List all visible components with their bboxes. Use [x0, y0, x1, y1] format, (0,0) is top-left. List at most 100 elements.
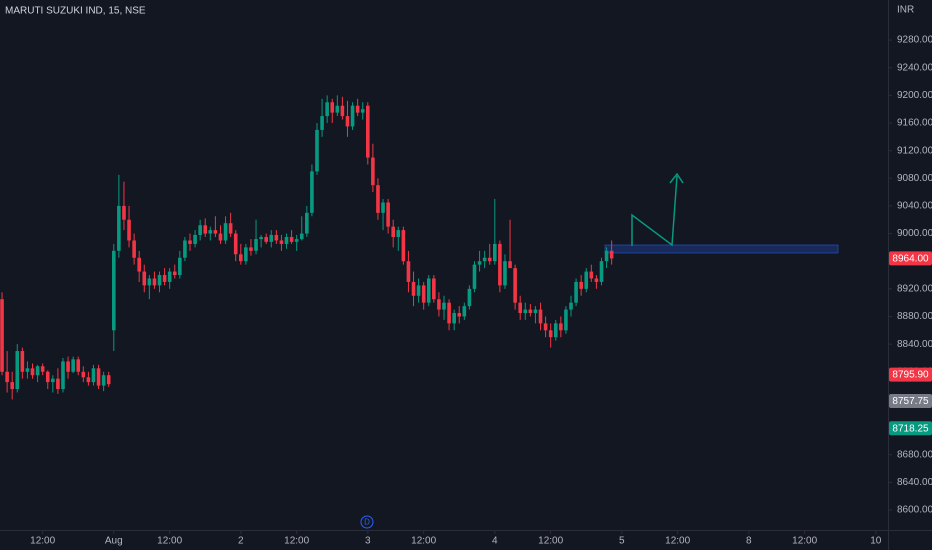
y-tick-label: 8680.00: [897, 449, 932, 460]
candle-body: [396, 230, 401, 238]
y-tick-label: 9240.00: [897, 62, 932, 73]
x-tick-label: 12:00: [157, 536, 182, 547]
candle-body: [198, 225, 202, 235]
event-label[interactable]: D: [364, 518, 370, 527]
candle-body: [249, 247, 253, 251]
candle-body: [437, 299, 441, 310]
candle-body: [599, 261, 604, 282]
candle-body: [137, 257, 141, 272]
candle-body: [452, 313, 456, 324]
candle-body: [523, 309, 528, 314]
price-label-box: [889, 393, 932, 408]
candle-body: [264, 237, 268, 242]
candle-body: [416, 285, 421, 296]
candle-body: [538, 309, 543, 324]
candle-body: [528, 309, 533, 314]
candle-body: [553, 323, 558, 338]
y-tick-label: 9000.00: [897, 228, 932, 239]
candle-body: [493, 243, 497, 262]
candle-body: [0, 299, 4, 372]
candle-body: [81, 371, 86, 378]
candle-body: [548, 330, 553, 338]
currency-label: INR: [897, 5, 914, 16]
candle-body: [213, 230, 218, 234]
candle-body: [152, 278, 157, 286]
candle-body: [360, 109, 365, 113]
candle-body: [340, 105, 345, 117]
candle-body: [71, 359, 75, 372]
x-tick-label: 12:00: [411, 536, 436, 547]
candle-body: [299, 233, 304, 240]
candle-body: [320, 116, 324, 130]
candle-body: [66, 361, 70, 372]
x-tick-label: 3: [365, 536, 371, 547]
candle-body: [142, 271, 147, 286]
candle-body: [325, 102, 329, 117]
candle-body: [350, 105, 355, 127]
y-tick-label: 9080.00: [897, 173, 932, 184]
candle-body: [401, 230, 406, 262]
candle-body: [15, 351, 20, 390]
candle-body: [289, 237, 294, 242]
candle-body: [218, 233, 223, 241]
candle-body: [310, 171, 314, 213]
candle-body: [178, 257, 182, 276]
candle-body: [574, 281, 578, 303]
price-label-box: [889, 421, 932, 436]
x-tick-label: 12:00: [284, 536, 309, 547]
projection-arrow: [631, 175, 678, 247]
y-tick-label: 8640.00: [897, 477, 932, 488]
candle-body: [305, 212, 309, 234]
candle-body: [254, 239, 258, 251]
candle-body: [462, 306, 467, 317]
candle-body: [35, 366, 40, 376]
event-circle[interactable]: [360, 515, 374, 529]
candle-body: [335, 105, 340, 113]
x-tick-label: 12:00: [792, 536, 817, 547]
x-tick-label: 12:00: [30, 536, 55, 547]
candle-body: [508, 261, 512, 269]
candle-body: [315, 129, 319, 172]
candle-body: [193, 234, 197, 244]
candle-body: [147, 278, 152, 286]
candle-body: [203, 225, 208, 234]
candle-body: [96, 368, 101, 386]
candle-body: [132, 240, 136, 258]
candle-body: [269, 234, 274, 242]
candle-body: [472, 264, 477, 289]
candle-body: [208, 230, 213, 234]
candle-body: [5, 371, 9, 383]
y-tick-label: 9280.00: [897, 35, 932, 46]
arrow-head: [669, 172, 684, 184]
candle-body: [477, 261, 482, 265]
candle-body: [10, 382, 14, 390]
price-label: 8757.75: [892, 396, 929, 407]
candle-body: [76, 359, 81, 372]
y-tick-label: 9200.00: [897, 90, 932, 101]
price-label: 8795.90: [892, 370, 929, 381]
y-tick-label: 9040.00: [897, 201, 932, 212]
x-tick-label: 5: [619, 536, 625, 547]
x-tick-label: 12:00: [665, 536, 690, 547]
candle-body: [564, 309, 568, 331]
candle-body: [371, 157, 375, 186]
candle-body: [355, 105, 360, 113]
candle-body: [294, 239, 299, 242]
candle-body: [503, 261, 507, 286]
candle-body: [513, 268, 517, 303]
candle-body: [122, 205, 126, 220]
candle-body: [365, 105, 370, 158]
event-marker[interactable]: D: [360, 515, 374, 529]
candle-body: [498, 243, 502, 286]
price-label: 8718.25: [892, 423, 929, 434]
candle-body: [56, 378, 60, 390]
y-tick-label: 8920.00: [897, 283, 932, 294]
y-tick-label: 9120.00: [897, 145, 932, 156]
candle-body: [569, 302, 573, 310]
candle-body: [111, 250, 116, 331]
candle-body: [91, 368, 96, 383]
candle-body: [127, 219, 131, 241]
candle-body: [228, 223, 233, 234]
price-label: 8964.00: [892, 254, 929, 265]
